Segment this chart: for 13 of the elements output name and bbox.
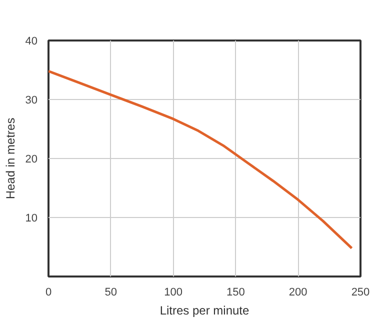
x-tick-label: 250 [351,286,370,298]
x-tick-label: 50 [104,286,118,298]
x-tick-label: 150 [226,286,245,298]
line-series [48,70,354,250]
y-tick-label: 10 [25,212,38,224]
y-tick-label: 20 [25,154,38,166]
y-tick-label: 40 [25,36,38,48]
y-tick-label: 30 [25,94,38,106]
x-tick-label: 100 [164,286,182,298]
y-axis-title: Head in metres [3,118,18,200]
x-tick-label: 200 [288,286,308,298]
x-axis-title: Litres per minute [160,304,250,318]
x-tick-label: 0 [45,286,52,298]
